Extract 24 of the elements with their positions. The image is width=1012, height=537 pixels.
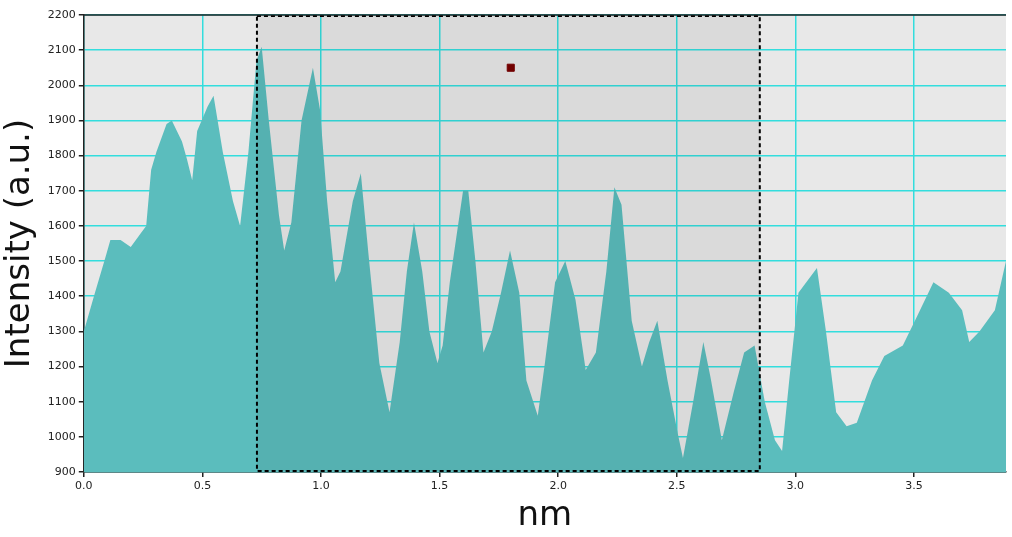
y-tick-label: 1500 [47, 253, 76, 267]
x-tick-label: 0.5 [193, 479, 212, 493]
y-tick-label: 1200 [47, 359, 76, 373]
x-axis-title: nm [517, 493, 573, 534]
y-tick-label: 2000 [47, 78, 76, 92]
y-tick-label: 1700 [47, 183, 76, 197]
x-tick-label: 0.0 [75, 479, 93, 493]
y-tick-label: 2100 [47, 43, 76, 57]
y-tick-label: 1100 [47, 394, 76, 408]
y-tick-label: 1900 [47, 113, 76, 127]
y-tick-label: 1600 [47, 218, 76, 232]
y-tick-label: 900 [54, 464, 76, 478]
y-tick-label: 2200 [47, 7, 76, 21]
y-axis-title: Intensity (a.u.) [0, 118, 38, 369]
y-tick-label: 1000 [47, 429, 76, 443]
x-tick-label: 1.5 [430, 479, 449, 493]
x-tick-label: 3.0 [786, 479, 805, 493]
y-tick-label: 1400 [47, 289, 76, 303]
x-tick-label: 1.0 [312, 479, 330, 493]
y-tick-label: 1300 [47, 324, 76, 338]
y-tick-label: 1800 [47, 148, 76, 162]
x-tick-label: 2.0 [549, 479, 567, 493]
x-tick-label: 3.5 [905, 479, 923, 493]
x-tick-label: 2.5 [668, 479, 686, 493]
